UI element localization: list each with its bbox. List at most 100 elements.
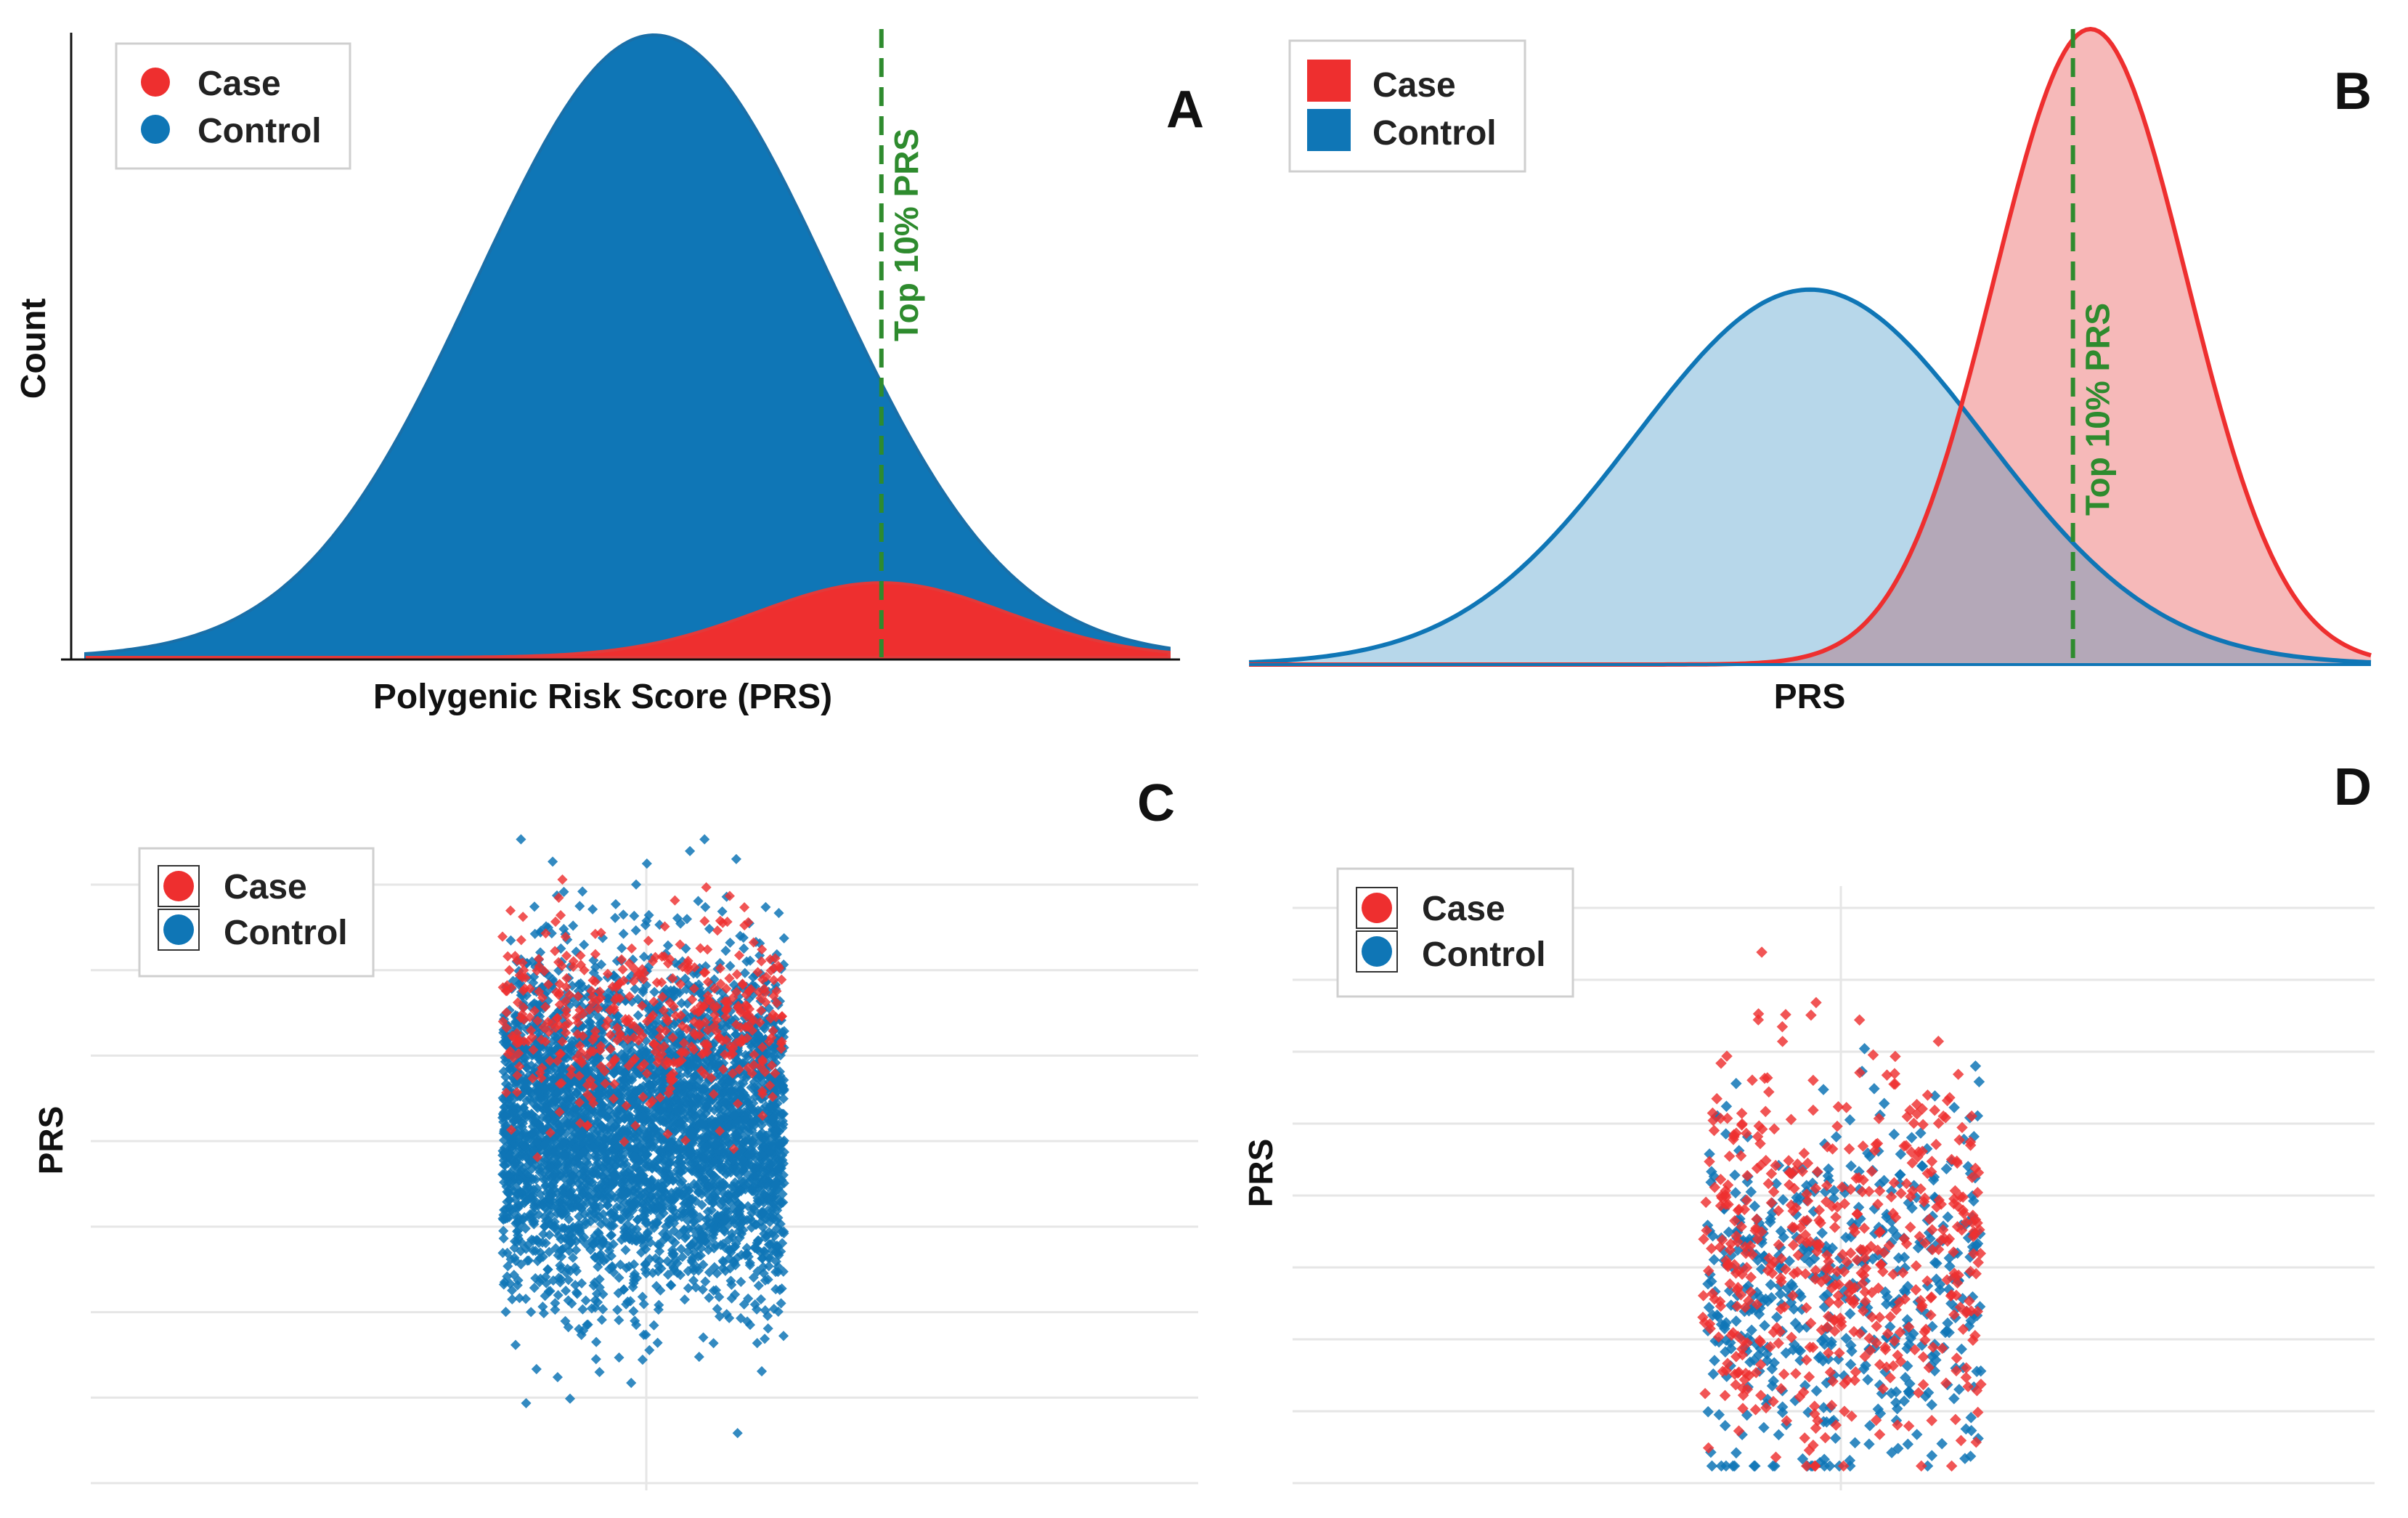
panel-c-control-point: [725, 1275, 736, 1286]
panel-c-control-point: [591, 1336, 602, 1347]
panel-c-control-point: [666, 1280, 677, 1291]
panel-c-control-point: [662, 940, 673, 951]
panel-c-case-point: [626, 943, 637, 954]
panel-c-control-point: [614, 1315, 625, 1326]
panel-d-control-point: [1730, 1447, 1742, 1459]
panel-b-reference-line: Top 10% PRS: [2070, 29, 2117, 665]
panel-c-control-point: [679, 1294, 690, 1305]
panel-b-legend-control-label: Control: [1372, 114, 1497, 153]
panel-c-control-point: [595, 1219, 606, 1230]
panel-c-control-point: [725, 937, 736, 948]
panel-c-control-point: [628, 1306, 639, 1317]
panel-d: PRS Case Control D: [1242, 758, 2375, 1490]
panel-c-control-point: [638, 1299, 649, 1310]
panel-d-control-point: [1818, 1084, 1829, 1095]
panel-d-control-point: [1730, 1078, 1742, 1089]
panel-c-control-point: [649, 986, 660, 997]
panel-c-case-point: [504, 965, 515, 975]
panel-c-case-point: [670, 895, 680, 906]
panel-c-control-point: [537, 1302, 548, 1312]
panel-d-control-point: [1810, 1385, 1823, 1397]
panel-c-control-point: [756, 1365, 768, 1377]
panel-d-control-point: [1948, 1392, 1960, 1405]
panel-c-control-point: [760, 901, 771, 912]
panel-c-case-point: [516, 935, 526, 946]
panel-c-case-point: [505, 905, 516, 916]
panel-c-plot-area: [497, 834, 790, 1439]
panel-c-case-point: [643, 935, 654, 946]
panel-c-control-point: [630, 879, 642, 890]
panel-b-legend: Case Control: [1288, 39, 1526, 173]
panel-c-control-point: [739, 943, 749, 954]
panel-d-control-point: [1719, 1420, 1731, 1432]
panel-c-control-point: [736, 1276, 747, 1287]
panel-c-control-point: [594, 1367, 605, 1378]
panel-d-control-point: [1942, 1211, 1954, 1223]
panel-c-control-point: [776, 1298, 786, 1309]
panel-c-control-point: [568, 920, 579, 931]
panel-c-control-point: [529, 901, 540, 912]
panel-c-control-point: [717, 906, 728, 917]
panel-d-control-point: [1863, 1438, 1875, 1450]
panel-c-control-point: [632, 1010, 643, 1021]
panel-d-control-point: [1758, 1421, 1770, 1434]
panel-b-legend-case-marker: [1307, 60, 1351, 102]
panel-c-control-point: [675, 1270, 686, 1280]
panel-c-case-point: [617, 964, 628, 975]
panel-c-control-point: [738, 932, 749, 943]
panel-a-legend: Case Control: [115, 42, 351, 170]
panel-d-control-point: [1936, 1437, 1948, 1450]
panel-c-control-point: [648, 1320, 659, 1331]
panel-c-control-point: [647, 1267, 658, 1278]
panel-c-control-point: [531, 1363, 542, 1375]
panel-c-control-point: [587, 904, 598, 914]
panel-d-control-point: [1829, 1432, 1842, 1444]
panel-c-control-point: [521, 1397, 532, 1408]
panel-a-legend-case-marker: [141, 68, 170, 97]
panel-d-control-point: [1759, 1320, 1770, 1331]
panel-d-control-point: [1707, 1368, 1720, 1380]
panel-c-control-point: [699, 834, 710, 845]
panel-c-case-point: [712, 925, 723, 936]
panel-b: Top 10% PRS PRS Case Control B: [1248, 26, 2372, 716]
panel-c-control-point: [498, 1233, 509, 1244]
panel-c-control-point: [538, 1308, 549, 1319]
panel-b-legend-control-marker: [1307, 109, 1351, 151]
panel-c-legend-case-marker: [163, 871, 194, 901]
panel-a-y-axis-title: Count: [15, 299, 53, 399]
panel-c-legend-control-label: Control: [224, 914, 348, 952]
panel-c-control-point: [676, 998, 687, 1009]
panel-b-x-axis-title: PRS: [1774, 678, 1846, 716]
panel-c-legend: Case Control: [138, 847, 375, 978]
panel-d-control-point: [1816, 1227, 1828, 1239]
panel-b-control-line: [1248, 287, 2372, 665]
panel-c-control-point: [641, 858, 652, 869]
panel-d-control-point: [1729, 1169, 1741, 1181]
panel-c-control-point: [778, 1093, 789, 1104]
panel-c-control-point: [778, 933, 789, 943]
panel-c: PRS Case Control C: [32, 774, 1198, 1490]
panel-c-control-point: [700, 1276, 711, 1287]
panel-c-control-point: [685, 845, 696, 856]
panel-d-control-point: [1730, 1315, 1742, 1327]
panel-b-case-area: [1249, 29, 2371, 665]
panel-d-control-point: [1720, 1100, 1733, 1112]
panel-c-control-point: [755, 1294, 766, 1304]
panel-c-control-point: [590, 1354, 601, 1365]
panel-a-legend-box: [115, 42, 351, 170]
panel-d-control-point: [1749, 1460, 1761, 1472]
panel-c-control-point: [542, 1264, 553, 1275]
panel-d-control-point: [1948, 1102, 1960, 1113]
panel-c-control-point: [507, 1294, 518, 1304]
panel-b-legend-case-label: Case: [1372, 66, 1456, 105]
panel-d-control-point: [1973, 1076, 1985, 1088]
panel-c-control-point: [626, 1377, 637, 1389]
panel-b-top10-label: Top 10% PRS: [2079, 303, 2117, 516]
panel-c-control-point: [778, 1331, 789, 1342]
panel-b-plot-area: [1248, 26, 2372, 667]
panel-c-control-point: [553, 1290, 564, 1301]
panel-c-control-point: [571, 1287, 582, 1298]
panel-c-control-point: [773, 908, 784, 919]
panel-c-control-point: [704, 923, 715, 934]
